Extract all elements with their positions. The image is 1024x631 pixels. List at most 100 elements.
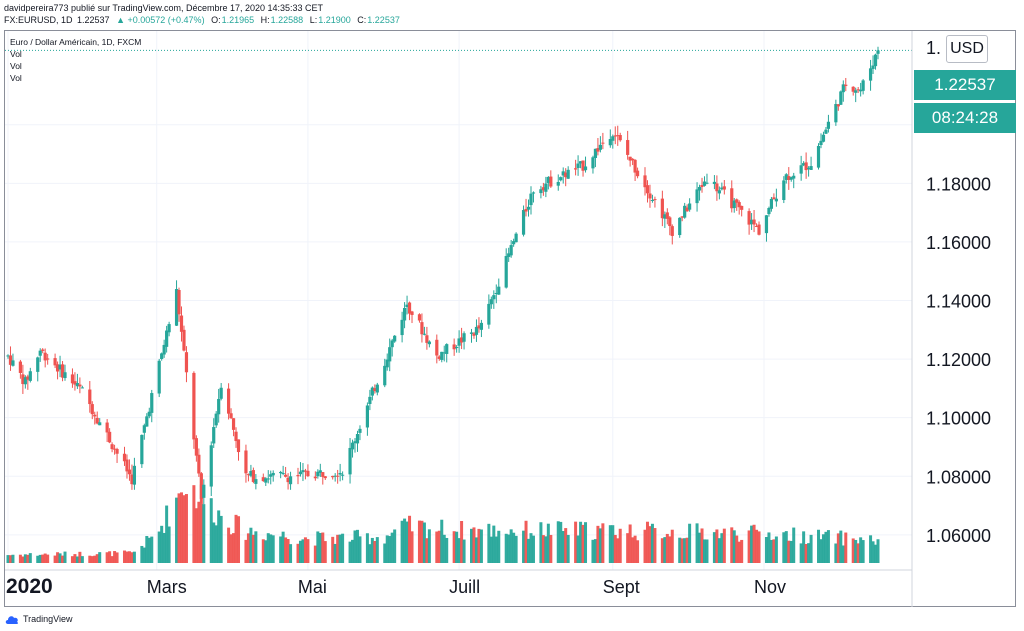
- currency-badge[interactable]: USD: [946, 35, 988, 63]
- volume-bar: [61, 555, 65, 563]
- candle-body: [442, 352, 446, 354]
- candle-body: [318, 470, 322, 473]
- volume-bar: [715, 529, 719, 563]
- candle-body: [231, 418, 236, 430]
- candle-body: [373, 388, 377, 392]
- volume-bar: [851, 538, 855, 563]
- candle-body: [249, 471, 253, 476]
- candle-body: [157, 360, 161, 394]
- candle-body: [162, 344, 166, 355]
- candle-body: [821, 134, 826, 142]
- volume-bar: [618, 528, 622, 563]
- candle-body: [333, 475, 337, 477]
- candle-body: [383, 365, 387, 386]
- candle-body: [497, 286, 501, 295]
- volume-bar: [782, 532, 786, 563]
- candle-body: [650, 200, 655, 202]
- candle-body: [264, 478, 268, 483]
- candle-body: [834, 104, 838, 123]
- candle-body: [177, 290, 181, 315]
- volume-bar: [611, 525, 615, 563]
- volume-bar: [90, 556, 94, 563]
- volume-bar: [678, 537, 682, 563]
- candle-body: [626, 140, 630, 155]
- volume-bar: [177, 493, 181, 563]
- candle-body: [306, 470, 310, 477]
- candle-body: [281, 472, 285, 474]
- volume-bar: [631, 537, 635, 563]
- volume-bar: [665, 533, 669, 563]
- volume-bar: [566, 534, 570, 563]
- candle-body: [459, 337, 464, 343]
- candle-body: [279, 471, 283, 474]
- price-tick-label: 1.08000: [926, 467, 991, 487]
- volume-bar: [180, 492, 184, 563]
- candle-body: [150, 393, 154, 413]
- volume-bar: [266, 533, 270, 563]
- tradingview-logo[interactable]: TradingView: [4, 612, 73, 626]
- volume-bar: [130, 552, 134, 563]
- candle-body: [806, 167, 811, 169]
- volume-bar: [246, 533, 250, 563]
- candle-body: [732, 200, 736, 209]
- volume-bar: [720, 533, 724, 563]
- volume-bar: [192, 485, 196, 563]
- volume-bar: [527, 538, 531, 563]
- volume-bar: [561, 531, 565, 563]
- volume-bar: [249, 527, 253, 563]
- volume-bar: [264, 540, 268, 563]
- chart-frame[interactable]: [4, 30, 1016, 607]
- volume-bar: [43, 553, 47, 563]
- candle-body: [737, 202, 741, 208]
- candle-body: [680, 216, 684, 218]
- volume-bar: [73, 554, 77, 563]
- volume-bar: [539, 522, 543, 563]
- volume-bar: [125, 551, 129, 563]
- volume-bar: [227, 527, 231, 563]
- candle-body: [110, 444, 114, 450]
- volume-bar: [229, 534, 233, 563]
- publisher-line: davidpereira773 publié sur TradingView.c…: [4, 3, 324, 13]
- price-tick-label: 1.14000: [926, 292, 991, 312]
- candle-body: [772, 197, 776, 200]
- volume-bar: [435, 531, 439, 563]
- volume-bar: [841, 545, 845, 563]
- candle-body: [112, 448, 117, 450]
- volume-bar: [613, 534, 617, 563]
- candle-body: [653, 199, 657, 201]
- volume-bar: [799, 543, 803, 563]
- volume-bar: [524, 520, 528, 563]
- volume-bar: [18, 554, 22, 563]
- candle-body: [132, 465, 137, 485]
- candle-body: [792, 175, 796, 179]
- candle-body: [321, 472, 325, 477]
- volume-bar: [140, 545, 144, 563]
- candle-body: [303, 470, 308, 472]
- candle-body: [192, 372, 196, 440]
- volume-bar: [470, 528, 474, 563]
- volume-bar: [420, 520, 424, 563]
- candle-body: [596, 148, 600, 152]
- candle-body: [73, 381, 77, 385]
- volume-bar: [427, 529, 431, 563]
- volume-bar: [93, 555, 97, 563]
- candle-body: [697, 187, 702, 191]
- volume-bar: [440, 519, 444, 563]
- volume-bar: [531, 535, 535, 563]
- volume-bar: [596, 525, 600, 563]
- volume-bar: [730, 527, 734, 563]
- volume-bar: [41, 554, 45, 563]
- candle-body: [80, 387, 84, 389]
- candle-body: [184, 352, 189, 373]
- volume-bar: [28, 553, 32, 563]
- volume-bar: [303, 537, 307, 563]
- candle-body: [645, 185, 650, 194]
- volume-bar: [455, 531, 459, 563]
- close-value: 1.22537: [367, 15, 400, 25]
- candle-body: [839, 91, 843, 105]
- chart-legend: Euro / Dollar Américain, 1D, FXCM Vol Vo…: [10, 36, 141, 84]
- volume-bar: [507, 534, 511, 563]
- volume-bar: [579, 521, 583, 563]
- candle-body: [564, 172, 568, 178]
